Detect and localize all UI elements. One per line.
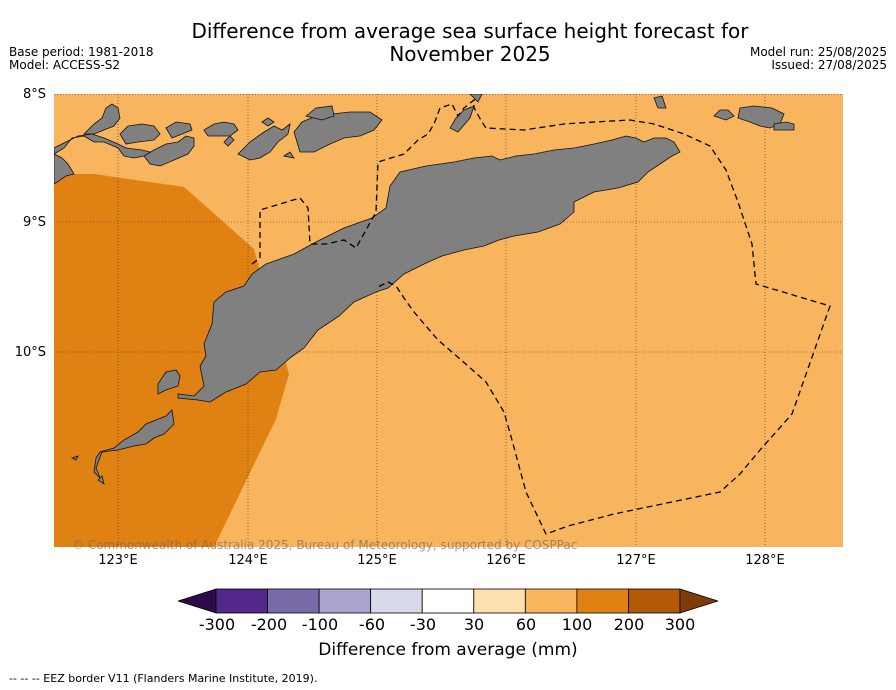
colorbar-tick: 300 [664, 615, 696, 634]
colorbar-cell [421, 588, 475, 614]
meta-left: Base period: 1981-2018 Model: ACCESS-S2 [9, 46, 154, 72]
colorbar-tick: -200 [250, 615, 288, 634]
lat-label-10s: 10°S [14, 345, 46, 360]
lon-label-125e: 125°E [357, 553, 397, 568]
colorbar-cell [576, 588, 629, 614]
sea-height-map [54, 94, 843, 547]
title-line-2: November 2025 [389, 42, 551, 66]
colorbar-tick: 200 [613, 615, 645, 634]
colorbar-tick: -30 [409, 615, 437, 634]
base-period: Base period: 1981-2018 [9, 45, 154, 59]
colorbar-tick: -100 [301, 615, 339, 634]
eez-legend: -- -- -- EEZ border V11 (Flanders Marine… [9, 672, 318, 685]
landmasses [54, 94, 795, 485]
map-title: Difference from average sea surface heig… [170, 20, 770, 66]
title-line-1: Difference from average sea surface heig… [191, 19, 749, 43]
colorbar-cell [473, 588, 526, 614]
colorbar-label: Difference from average (mm) [318, 640, 578, 660]
colorbar [178, 588, 718, 614]
colorbar-tick: -300 [198, 615, 236, 634]
colorbar-extend-high [679, 588, 718, 614]
eez-border [251, 98, 831, 535]
colorbar-tick: 30 [463, 615, 485, 634]
meta-right: Model run: 25/08/2025 Issued: 27/08/2025 [750, 46, 887, 72]
copyright-text: © Commonwealth of Australia 2025, Bureau… [72, 538, 578, 552]
colorbar-tick: -60 [358, 615, 386, 634]
colorbar-cell [524, 588, 578, 614]
colorbar-extend-low [178, 588, 217, 614]
lon-label-127e: 127°E [616, 553, 656, 568]
colorbar-tick: 100 [561, 615, 593, 634]
colorbar-tick: 60 [515, 615, 537, 634]
lon-label-124e: 124°E [228, 553, 268, 568]
colorbar-cell [267, 588, 320, 614]
lat-label-9s: 9°S [22, 215, 46, 230]
lon-label-126e: 126°E [486, 553, 526, 568]
model-run: Model run: 25/08/2025 [749, 45, 887, 59]
lon-label-128e: 128°E [745, 553, 785, 568]
colorbar-cell [215, 588, 268, 614]
colorbar-cell [318, 588, 372, 614]
model-name: Model: ACCESS-S2 [9, 58, 121, 72]
colorbar-cell [628, 588, 681, 614]
issued-date: Issued: 27/08/2025 [771, 58, 887, 72]
sea-anomaly-100-200 [54, 174, 289, 547]
lat-label-8s: 8°S [22, 87, 46, 102]
colorbar-cell [370, 588, 423, 614]
lon-label-123e: 123°E [98, 553, 138, 568]
